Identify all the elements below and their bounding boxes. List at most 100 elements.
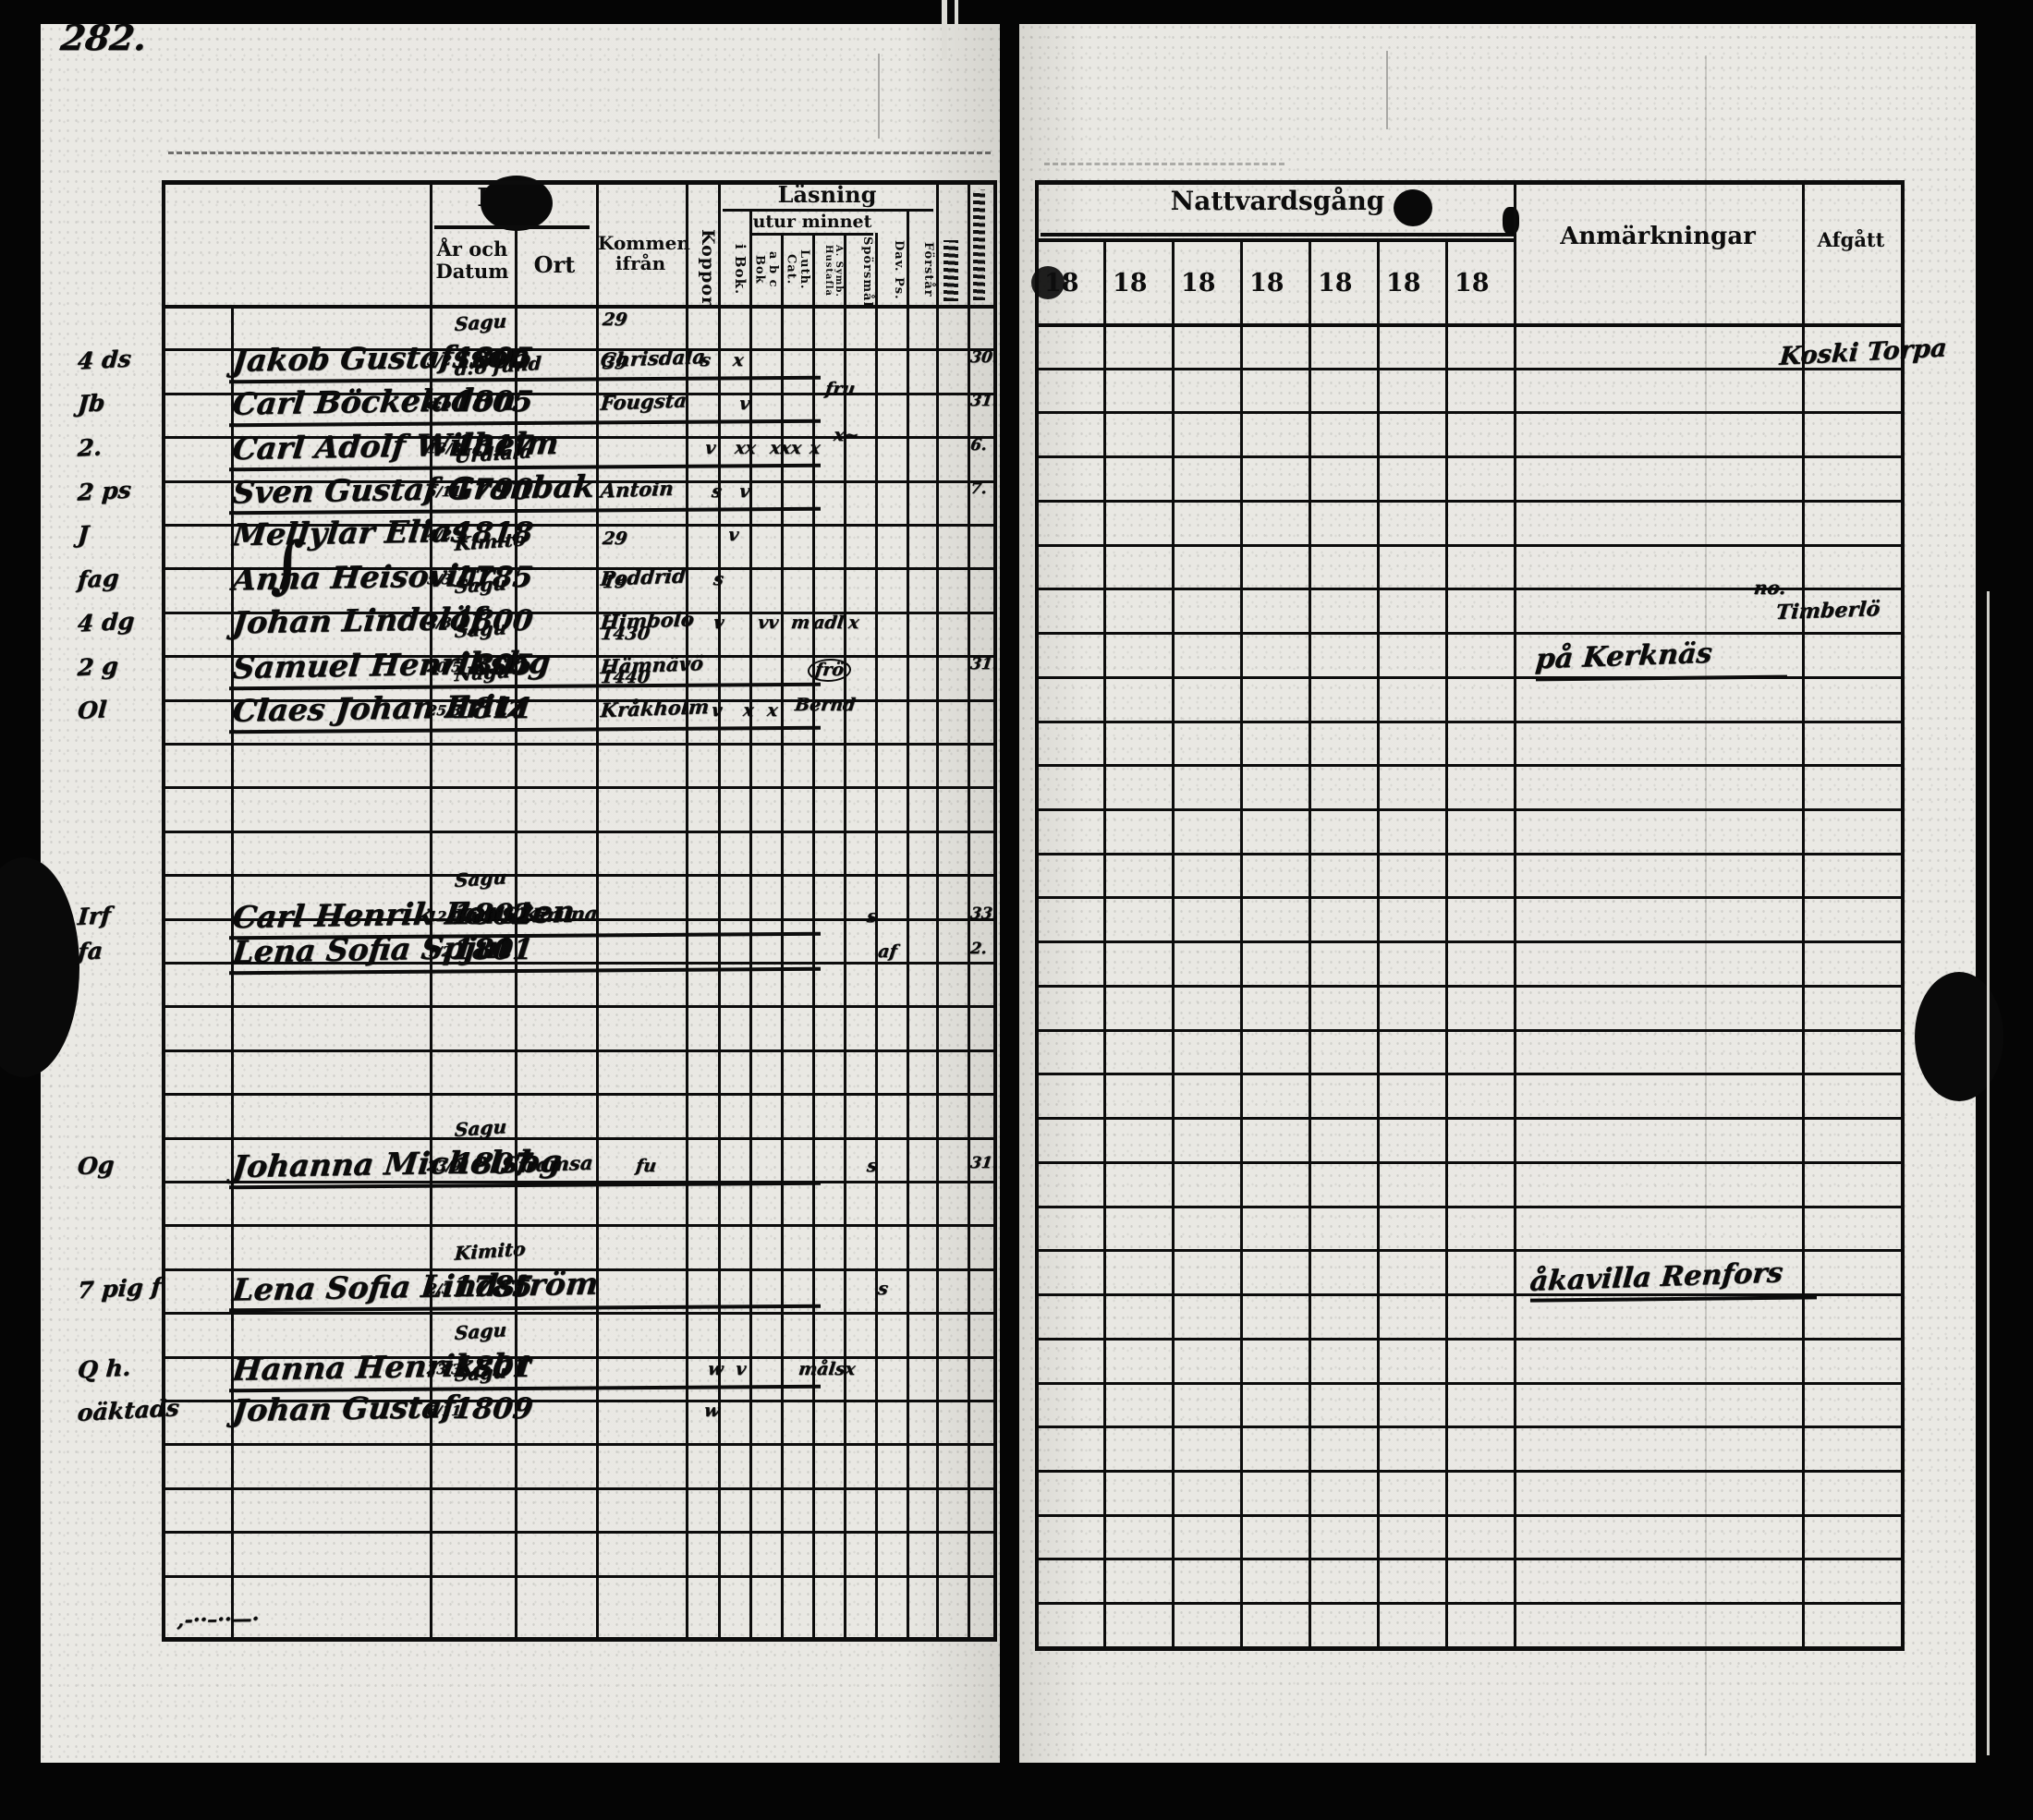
entry-margin-note: 7 pig f [76, 1272, 163, 1304]
fold-line-right-page [1705, 55, 1707, 1755]
right-year-column-line [1103, 238, 1106, 323]
entry-parish-above: Sagu [454, 1360, 507, 1387]
left-header-column-line [430, 180, 432, 305]
right-year-column-line [1309, 238, 1311, 323]
worn-dashed-line-right [1044, 163, 1284, 165]
right-row-line [1035, 1426, 1901, 1428]
left-row-line [162, 1050, 993, 1052]
entry-reading-mark: s [710, 481, 724, 502]
entry-age-note: 39 [601, 353, 628, 374]
left-header-column-line [749, 211, 752, 305]
illegible-vertical-label [943, 240, 958, 301]
annotation-underline [1529, 1295, 1818, 1303]
right-row-line [1035, 632, 1901, 635]
crease-right-top [1386, 51, 1388, 129]
left-row-line [162, 1487, 993, 1490]
right-row-line [1035, 808, 1901, 811]
right-row-line [1035, 1470, 1901, 1473]
right-row-line [1035, 544, 1901, 547]
left-header-column-line [596, 180, 599, 305]
left-header-column-line [844, 233, 846, 305]
entry-kommen-above: 1430 [599, 623, 651, 644]
entry-name: Sven Gustaf Granbak [230, 467, 597, 511]
column-header-koppor: Koppor [698, 229, 718, 308]
entry-parish-above: Sagu [454, 309, 507, 335]
entry-birth-year: 1785 [450, 1269, 535, 1304]
subcolumn-abc-bok: a b c Bok [752, 251, 780, 288]
entry-gutter-number: 2. [968, 939, 989, 958]
annotation-note: åkavilla Renfors [1528, 1256, 1784, 1298]
left-row-line [162, 874, 993, 877]
right-row-line [1035, 676, 1901, 679]
entry-reading-mark: x~ [832, 424, 860, 445]
left-row-line [162, 1400, 993, 1402]
left-header-column-line [968, 180, 970, 305]
right-row-line [1035, 1206, 1901, 1208]
entry-gutter-number: 31. [968, 392, 999, 411]
right-row-line [1035, 1073, 1901, 1075]
right-row-line [1035, 500, 1901, 503]
right-row-line [1035, 368, 1901, 370]
column-header-afgatt: Afgått [1817, 228, 1885, 251]
entry-margin-note: Jb [76, 389, 106, 418]
right-row-line [1035, 721, 1901, 723]
entry-kommen-ifran: Kråkholm [599, 694, 711, 722]
entry-margin-note: J [76, 521, 90, 549]
entry-gutter-number: 31. [968, 1153, 999, 1172]
left-header-column-line [686, 180, 688, 305]
entry-name: Lena Sofia Lindström [230, 1265, 601, 1308]
left-header-column-line [936, 180, 939, 305]
left-row-line [162, 699, 993, 702]
right-header-bottom-line [1035, 323, 1901, 327]
entry-birth-day-fraction: 4/2 [425, 527, 453, 544]
left-row-line [162, 786, 993, 789]
entry-margin-note: fag [76, 564, 120, 593]
left-body-column-line [907, 305, 909, 1637]
right-year-column-line [1377, 238, 1380, 323]
entry-reading-mark: v [703, 437, 717, 458]
left-row-line [162, 480, 993, 483]
year-column-label: 18 [1181, 269, 1216, 297]
right-afgatt-line [1802, 180, 1805, 1646]
annotation-note: på Kerknäs [1534, 637, 1714, 676]
left-header-bottom-line [162, 305, 993, 309]
entry-birth-day-fraction: 4/3 [425, 614, 453, 632]
right-row-line [1035, 1514, 1901, 1517]
left-body-column-line [812, 305, 815, 1637]
left-row-line [162, 918, 993, 921]
right-row-line [1035, 411, 1901, 414]
entry-reading-mark: fru [823, 379, 857, 400]
left-row-line [162, 1268, 993, 1271]
right-row-line [1035, 940, 1901, 943]
left-row-line [162, 655, 993, 658]
fold-highlight-1 [942, 0, 947, 59]
stray-flourish: ∫ [269, 528, 305, 602]
entry-birth-year: 1805 [450, 385, 535, 419]
right-table-border-left [1035, 180, 1039, 1651]
entry-reading-mark: x [731, 349, 745, 370]
entry-kommen-above: 1440 [599, 667, 651, 687]
right-year-column-line [1240, 238, 1243, 323]
right-row-line [1035, 1161, 1901, 1164]
entry-reading-mark: s [865, 1155, 879, 1176]
right-table-border-right [1901, 180, 1905, 1651]
entry-reading-mark: x [846, 613, 860, 634]
entry-reading-mark: fu [634, 1155, 658, 1176]
entry-reading-mark: s [699, 349, 712, 370]
entry-reading-mark: m [789, 613, 811, 634]
year-column-label: 18 [1113, 269, 1148, 297]
column-header-anmarkningar: Anmärkningar [1560, 223, 1756, 250]
entry-margin-note: 2 ps [76, 476, 132, 506]
crease-left-page [878, 54, 880, 139]
right-row-line [1035, 1338, 1901, 1341]
entry-reading-mark: v [737, 394, 751, 415]
lasning-underline [723, 209, 933, 212]
left-table-border-right [993, 180, 997, 1642]
entry-margin-note: Og [76, 1150, 116, 1180]
entry-kommen-ifran: framsa [516, 1150, 594, 1177]
entry-margin-note: oäktads [76, 1394, 180, 1427]
left-header-column-line [718, 180, 721, 305]
entry-reading-mark: s [876, 1278, 890, 1299]
entry-gutter-number: 31. [968, 654, 999, 673]
